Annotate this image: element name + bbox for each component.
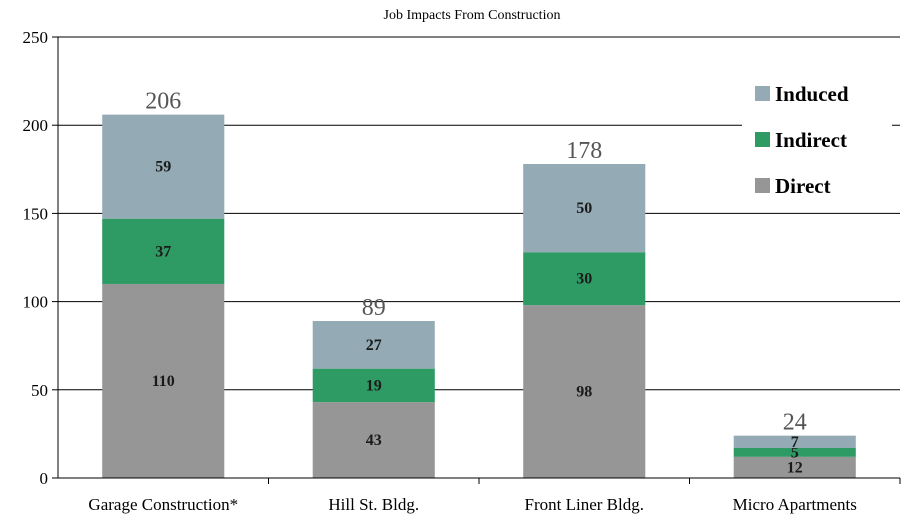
bar-segment-induced (733, 435, 856, 449)
data-label-induced: 50 (576, 200, 592, 217)
axes: 0 50 100 150 200 250 Garage Construction* Hill … (23, 28, 901, 514)
x-tick-label: Front Liner Bldg. (525, 495, 644, 514)
legend-swatch-direct (755, 178, 770, 193)
data-label-indirect: 37 (155, 243, 171, 260)
total-label: 24 (783, 410, 807, 436)
bar-segment-indirect (523, 252, 646, 306)
bar-segment-direct (733, 456, 856, 478)
data-label-indirect: 19 (366, 377, 382, 394)
legend-label-induced: Induced (775, 82, 849, 106)
y-tick-label: 100 (23, 293, 49, 312)
bar-segment-direct (312, 402, 435, 478)
data-label-induced: 27 (366, 337, 382, 354)
x-tick-label: Hill St. Bldg. (328, 495, 419, 514)
legend-swatch-indirect (755, 132, 770, 147)
bar-segment-induced (102, 114, 225, 219)
data-label-direct: 98 (576, 384, 592, 401)
data-label-indirect: 30 (576, 271, 592, 288)
data-label-induced: 59 (155, 159, 171, 176)
y-tick-label: 200 (23, 116, 49, 135)
bar-segment-direct (102, 283, 225, 478)
bar-segment-indirect (733, 448, 856, 457)
legend-swatch-induced (755, 86, 770, 101)
y-tick-label: 250 (23, 28, 49, 47)
data-label-direct: 12 (787, 459, 803, 476)
data-label-induced: 7 (791, 434, 799, 451)
total-label: 178 (566, 138, 602, 164)
data-label-direct: 43 (366, 432, 382, 449)
total-label: 206 (145, 89, 181, 115)
y-tick-label: 50 (31, 381, 48, 400)
legend: Induced Indirect Direct (742, 72, 892, 202)
bar-segment-indirect (312, 368, 435, 403)
bar-segment-induced (312, 321, 435, 369)
data-label-direct: 110 (152, 373, 175, 390)
chart-title: Job Impacts From Construction (384, 8, 561, 23)
legend-label-indirect: Indirect (775, 128, 847, 152)
bar-segment-indirect (102, 218, 225, 284)
y-tick-label: 150 (23, 204, 49, 223)
x-tick-label: Garage Construction* (88, 495, 238, 514)
y-tick-label: 0 (40, 469, 49, 488)
bar-segment-direct (523, 305, 646, 478)
x-tick-label: Micro Apartments (733, 495, 857, 514)
data-label-indirect: 5 (791, 444, 799, 461)
legend-label-direct: Direct (775, 174, 831, 198)
bar-segment-induced (523, 164, 646, 253)
total-label: 89 (362, 295, 386, 321)
